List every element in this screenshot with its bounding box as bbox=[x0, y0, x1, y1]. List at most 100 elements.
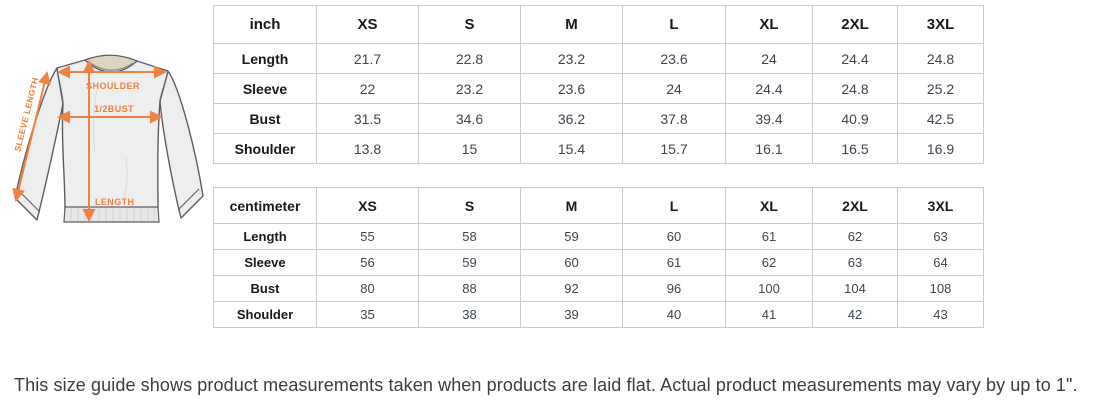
sweatshirt-measurement-diagram: SHOULDER 1/2BUST LENGTH SLEEVE LENGTH bbox=[12, 54, 204, 223]
measurement-cell: 63 bbox=[897, 223, 984, 250]
measurement-cell: 24.4 bbox=[725, 73, 813, 104]
size-column-header: 3XL bbox=[897, 187, 984, 224]
table-header-row: inch XS S M L XL 2XL 3XL bbox=[213, 5, 984, 44]
measurement-cell: 42 bbox=[812, 301, 898, 328]
size-column-header: M bbox=[520, 187, 623, 224]
measurement-cell: 55 bbox=[316, 223, 419, 250]
size-column-header: L bbox=[622, 187, 726, 224]
measurement-cell: 42.5 bbox=[897, 103, 984, 134]
size-column-header: S bbox=[418, 187, 521, 224]
measurement-cell: 43 bbox=[897, 301, 984, 328]
table-row: Bust 31.5 34.6 36.2 37.8 39.4 40.9 42.5 bbox=[213, 103, 984, 134]
measurement-cell: 62 bbox=[812, 223, 898, 250]
measurement-cell: 104 bbox=[812, 275, 898, 302]
measurement-cell: 41 bbox=[725, 301, 813, 328]
measurement-cell: 60 bbox=[622, 223, 726, 250]
measurement-cell: 63 bbox=[812, 249, 898, 276]
size-column-header: XS bbox=[316, 187, 419, 224]
size-column-header: 3XL bbox=[897, 5, 984, 44]
measurement-cell: 15 bbox=[418, 133, 521, 164]
unit-label: inch bbox=[213, 5, 317, 44]
measurement-cell: 16.9 bbox=[897, 133, 984, 164]
size-table-centimeter: centimeter XS S M L XL 2XL 3XL Length 55… bbox=[213, 187, 984, 328]
measurement-cell: 59 bbox=[418, 249, 521, 276]
size-column-header: 2XL bbox=[812, 187, 898, 224]
table-row: Shoulder 13.8 15 15.4 15.7 16.1 16.5 16.… bbox=[213, 133, 984, 164]
measure-row-label: Bust bbox=[213, 103, 317, 134]
measurement-cell: 37.8 bbox=[622, 103, 726, 134]
table-row: Sleeve 22 23.2 23.6 24 24.4 24.8 25.2 bbox=[213, 73, 984, 104]
measurement-cell: 39.4 bbox=[725, 103, 813, 134]
measurement-cell: 59 bbox=[520, 223, 623, 250]
measurement-cell: 23.2 bbox=[520, 43, 623, 74]
measurement-cell: 64 bbox=[897, 249, 984, 276]
measurement-cell: 35 bbox=[316, 301, 419, 328]
measurement-cell: 24.8 bbox=[897, 43, 984, 74]
measurement-cell: 31.5 bbox=[316, 103, 419, 134]
measurement-cell: 22 bbox=[316, 73, 419, 104]
measurement-cell: 15.4 bbox=[520, 133, 623, 164]
measurement-cell: 61 bbox=[725, 223, 813, 250]
table-header-row: centimeter XS S M L XL 2XL 3XL bbox=[213, 187, 984, 224]
table-row: Sleeve 56 59 60 61 62 63 64 bbox=[213, 249, 984, 276]
measurement-cell: 24.4 bbox=[812, 43, 898, 74]
measurement-cell: 21.7 bbox=[316, 43, 419, 74]
right-cuff-line bbox=[177, 188, 200, 211]
measure-row-label: Bust bbox=[213, 275, 317, 302]
half-bust-measure-label: 1/2BUST bbox=[94, 104, 134, 114]
unit-label: centimeter bbox=[213, 187, 317, 224]
sleeve-length-measure-arrow bbox=[12, 71, 51, 202]
size-column-header: 2XL bbox=[812, 5, 898, 44]
size-column-header: S bbox=[418, 5, 521, 44]
measurement-cell: 40.9 bbox=[812, 103, 898, 134]
measurement-cell: 60 bbox=[520, 249, 623, 276]
table-row: Length 21.7 22.8 23.2 23.6 24 24.4 24.8 bbox=[213, 43, 984, 74]
measurement-cell: 100 bbox=[725, 275, 813, 302]
measurement-cell: 39 bbox=[520, 301, 623, 328]
measure-row-label: Length bbox=[213, 43, 317, 74]
size-column-header: M bbox=[520, 5, 623, 44]
measurement-cell: 23.2 bbox=[418, 73, 521, 104]
right-sleeve bbox=[159, 70, 204, 219]
measurement-cell: 15.7 bbox=[622, 133, 726, 164]
measurement-cell: 36.2 bbox=[520, 103, 623, 134]
measurement-cell: 24.8 bbox=[812, 73, 898, 104]
measurement-cell: 108 bbox=[897, 275, 984, 302]
measurement-cell: 23.6 bbox=[622, 43, 726, 74]
measurement-cell: 13.8 bbox=[316, 133, 419, 164]
measurement-cell: 23.6 bbox=[520, 73, 623, 104]
table-row: Length 55 58 59 60 61 62 63 bbox=[213, 223, 984, 250]
size-guide-footnote: This size guide shows product measuremen… bbox=[14, 375, 1078, 395]
measurement-cell: 34.6 bbox=[418, 103, 521, 134]
measure-row-label: Shoulder bbox=[213, 133, 317, 164]
measurement-cell: 40 bbox=[622, 301, 726, 328]
size-table-inch: inch XS S M L XL 2XL 3XL Length 21.7 22.… bbox=[213, 5, 984, 164]
measurement-cell: 92 bbox=[520, 275, 623, 302]
measurement-cell: 16.5 bbox=[812, 133, 898, 164]
measurement-cell: 25.2 bbox=[897, 73, 984, 104]
measure-row-label: Sleeve bbox=[213, 249, 317, 276]
table-row: Bust 80 88 92 96 100 104 108 bbox=[213, 275, 984, 302]
measurement-cell: 24 bbox=[622, 73, 726, 104]
length-measure-label: LENGTH bbox=[95, 197, 134, 207]
measurement-cell: 38 bbox=[418, 301, 521, 328]
measurement-cell: 24 bbox=[725, 43, 813, 74]
measure-row-label: Sleeve bbox=[213, 73, 317, 104]
measure-row-label: Length bbox=[213, 223, 317, 250]
measurement-cell: 16.1 bbox=[725, 133, 813, 164]
measurement-cell: 56 bbox=[316, 249, 419, 276]
size-column-header: XL bbox=[725, 5, 813, 44]
measure-row-label: Shoulder bbox=[213, 301, 317, 328]
size-column-header: XS bbox=[316, 5, 419, 44]
measurement-cell: 22.8 bbox=[418, 43, 521, 74]
size-column-header: L bbox=[622, 5, 726, 44]
measurement-cell: 96 bbox=[622, 275, 726, 302]
size-column-header: XL bbox=[725, 187, 813, 224]
measurement-cell: 62 bbox=[725, 249, 813, 276]
table-row: Shoulder 35 38 39 40 41 42 43 bbox=[213, 301, 984, 328]
measurement-cell: 88 bbox=[418, 275, 521, 302]
shoulder-measure-label: SHOULDER bbox=[86, 81, 140, 91]
measurement-cell: 61 bbox=[622, 249, 726, 276]
fold-line bbox=[123, 157, 128, 199]
measurement-cell: 58 bbox=[418, 223, 521, 250]
